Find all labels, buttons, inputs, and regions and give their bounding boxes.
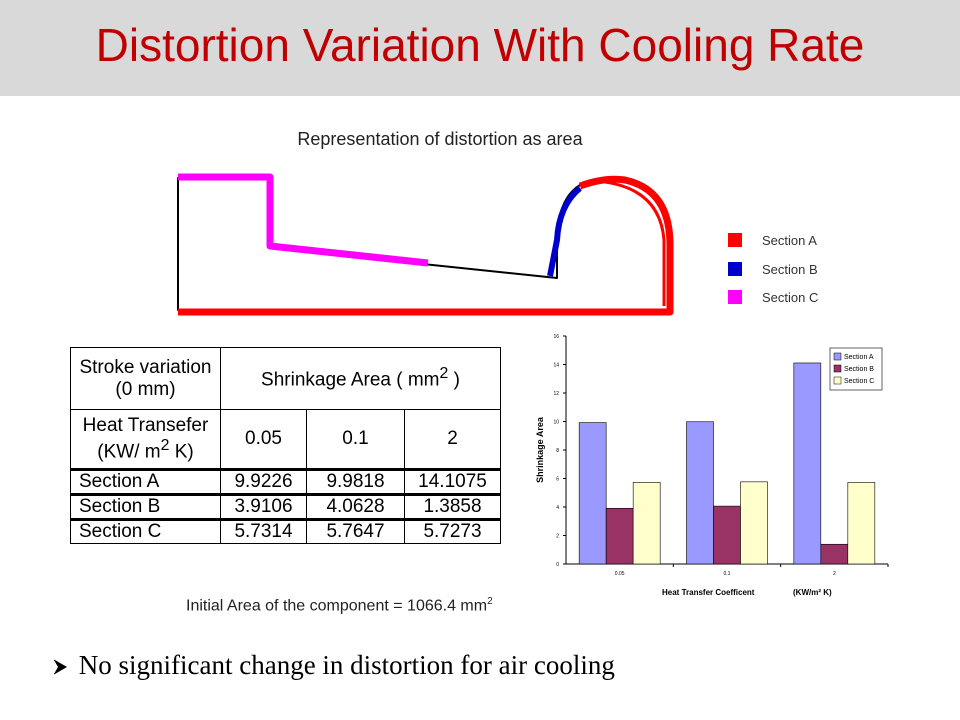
heat-transfer-unit-end: K) <box>169 441 194 463</box>
y-tick-label: 8 <box>556 448 559 454</box>
shrinkage-area-header: Shrinkage Area ( mm2 ) <box>220 347 501 410</box>
table-row: Section B 3.9106 4.0628 1.3858 <box>70 493 501 520</box>
initial-area-note: Initial Area of the component = 1066.4 m… <box>186 596 493 615</box>
bar-section-a <box>578 422 607 565</box>
chart-legend-label: Section B <box>844 366 874 373</box>
x-tick-label: 0.1 <box>724 571 731 577</box>
legend-swatch-c <box>728 290 742 304</box>
shrinkage-table: Stroke variation (0 mm) Shrinkage Area (… <box>70 347 501 544</box>
initial-area-value: 1066.4 mm <box>407 597 488 615</box>
y-axis-label: Shrinkage Area <box>535 416 545 483</box>
slide-title: Distortion Variation With Cooling Rate <box>95 19 865 71</box>
bar-section-b <box>820 543 849 565</box>
legend-label-a: Section A <box>762 233 817 248</box>
shrinkage-area-label: Shrinkage Area ( mm <box>261 369 440 391</box>
heat-transfer-header: Heat Transefer (KW/ m2 K) <box>70 409 221 470</box>
table-cell: 9.9226 <box>220 468 307 495</box>
y-tick-label: 16 <box>553 334 559 340</box>
table-cell: 5.7647 <box>306 518 405 544</box>
section-c-band <box>178 173 429 267</box>
row-label: Section B <box>70 493 221 520</box>
chart-svg: 0 2 4 6 8 10 12 14 16 0.05 0.1 2 Shrinkage Area Heat … <box>535 334 889 597</box>
table-row: Section A 9.9226 9.9818 14.1075 <box>70 468 501 495</box>
shrinkage-area-sup: 2 <box>439 365 449 383</box>
initial-area-sup: 2 <box>487 596 493 607</box>
distortion-diagram <box>177 173 674 316</box>
y-tick-label: 2 <box>556 534 559 540</box>
heat-transfer-sup: 2 <box>160 436 170 454</box>
bar-section-b <box>713 505 741 565</box>
chart-legend-label: Section C <box>844 378 874 385</box>
chart-legend-swatch <box>833 352 842 361</box>
row-label: Section C <box>70 518 221 544</box>
table-cell: 9.9818 <box>306 468 405 495</box>
component-outline <box>177 177 671 311</box>
y-tick-label: 14 <box>553 363 559 369</box>
x-axis-label: Heat Transfer Coefficent <box>662 588 755 597</box>
y-tick-label: 4 <box>556 505 559 511</box>
title-bar <box>0 0 960 96</box>
row-label: Section A <box>70 468 221 495</box>
table-cell: 5.7314 <box>220 518 307 544</box>
y-tick-label: 10 <box>553 420 559 426</box>
y-tick-label: 0 <box>556 562 559 568</box>
stroke-variation-value: (0 mm) <box>115 378 176 400</box>
conclusion-bullet: No significant change in distortion for … <box>52 650 615 681</box>
heat-transfer-label: Heat Transefer <box>82 414 209 436</box>
table-cell: 4.0628 <box>306 493 405 520</box>
arrow-bullet-icon <box>52 650 72 681</box>
bar-section-c <box>847 482 876 565</box>
table-cell: 5.7273 <box>404 518 501 544</box>
bar-section-b <box>605 507 634 565</box>
y-tick-label: 12 <box>553 391 559 397</box>
bar-section-a <box>686 421 714 565</box>
diagram-caption: Representation of distortion as area <box>297 129 583 149</box>
bar-section-c <box>632 482 661 565</box>
legend-label-b: Section B <box>762 262 818 277</box>
heat-transfer-unit: (KW/ m <box>97 441 161 463</box>
legend-swatch-b <box>728 262 742 276</box>
stroke-variation-header: Stroke variation (0 mm) <box>70 347 221 410</box>
x-tick-label: 0.05 <box>615 571 625 577</box>
table-cell: 14.1075 <box>404 468 501 495</box>
legend-label-c: Section C <box>762 290 819 305</box>
shrinkage-area-close: ) <box>448 369 460 391</box>
section-a-band <box>178 175 674 316</box>
x-tick-label: 2 <box>833 571 836 577</box>
chart-legend-swatch <box>833 376 842 385</box>
legend-swatch-a <box>728 233 742 247</box>
table-row: Section C 5.7314 5.7647 5.7273 <box>70 518 501 544</box>
bar-section-a <box>793 362 822 565</box>
conclusion-text: No significant change in distortion for … <box>78 650 615 680</box>
shrinkage-bar-chart: 0 2 4 6 8 10 12 14 16 0.05 0.1 2 Shrinkage Area Heat … <box>510 328 890 598</box>
chart-legend-label: Section A <box>844 354 874 361</box>
bar-section-c <box>740 481 768 565</box>
x-axis-unit: (KW/m² K) <box>793 588 832 597</box>
table-cell: 3.9106 <box>220 493 307 520</box>
table-cell: 1.3858 <box>404 493 501 520</box>
initial-area-label: Initial Area of the component = <box>186 597 403 615</box>
y-tick-label: 6 <box>556 477 559 483</box>
coefficient-cell: 0.05 <box>220 409 307 470</box>
coefficient-cell: 0.1 <box>306 409 405 470</box>
stroke-variation-label: Stroke variation <box>79 356 212 378</box>
chart-legend-swatch <box>833 364 842 373</box>
section-b-band <box>547 185 582 277</box>
section-a-inner <box>604 180 666 306</box>
coefficient-cell: 2 <box>404 409 501 470</box>
